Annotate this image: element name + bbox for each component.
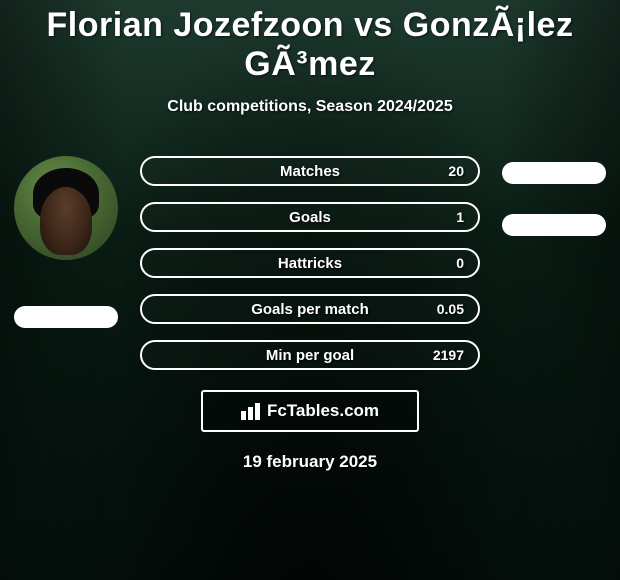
player-right-name-pill-2 [502,214,606,236]
content-row: Matches 20 Goals 1 Hattricks 0 Goals per… [0,152,620,370]
bar-chart-icon [241,402,263,420]
stat-value: 0.05 [437,301,464,317]
stat-label: Goals [289,209,331,226]
player-right-column [498,152,610,236]
stat-value: 2197 [433,347,464,363]
stat-label: Goals per match [251,301,369,318]
player-right-name-pill-1 [502,162,606,184]
date-label: 19 february 2025 [0,452,620,472]
page-title: Florian Jozefzoon vs GonzÃ¡lez GÃ³mez [0,0,620,84]
stat-bar-goals-per-match: Goals per match 0.05 [140,294,480,324]
subtitle: Club competitions, Season 2024/2025 [0,98,620,116]
stat-value: 20 [448,163,464,179]
stat-label: Matches [280,163,340,180]
brand-text: FcTables.com [267,401,379,421]
stat-value: 0 [456,255,464,271]
brand-box: FcTables.com [201,390,419,432]
stat-bar-matches: Matches 20 [140,156,480,186]
stat-bar-hattricks: Hattricks 0 [140,248,480,278]
stat-label: Hattricks [278,255,342,272]
infographic-root: Florian Jozefzoon vs GonzÃ¡lez GÃ³mez Cl… [0,0,620,580]
stat-label: Min per goal [266,347,354,364]
player-left-name-pill [14,306,118,328]
player-left-column [10,152,122,328]
stat-bar-goals: Goals 1 [140,202,480,232]
player-left-avatar [14,156,118,260]
stat-bar-min-per-goal: Min per goal 2197 [140,340,480,370]
stats-bars: Matches 20 Goals 1 Hattricks 0 Goals per… [140,152,480,370]
stat-value: 1 [456,209,464,225]
